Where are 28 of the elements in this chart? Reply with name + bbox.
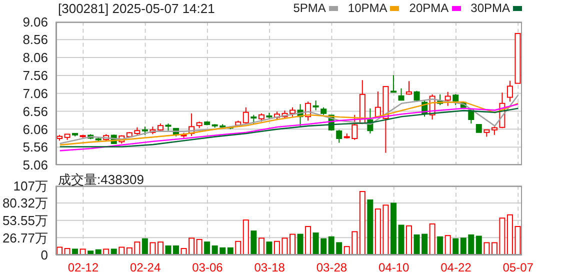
legend-label: 20PMA [409,1,449,15]
y-tick-label: 8.06 [22,50,48,66]
y-tick-label: 107万 [13,178,48,194]
y-tick-label: 5.56 [22,140,48,155]
y-tick-label: 0 [40,248,48,263]
legend-label: 5PMA [293,1,326,15]
y-tick-label: 6.56 [22,104,48,119]
chart-title: 成交量:438309 [58,171,144,189]
chart-title: [300281] 2025-05-07 14:21 [58,1,215,16]
y-tick-label: 26.77万 [2,230,48,246]
x-tick-label: 04-22 [440,260,472,275]
y-tick-label: 7.56 [22,68,48,84]
legend-label: 10PMA [348,1,388,15]
x-tick-label: 04-10 [378,260,410,275]
x-tick-label: 03-18 [254,260,286,275]
y-tick-label: 6.06 [22,122,48,137]
y-tick-label: 5.06 [22,158,48,173]
legend-label: 30PMA [470,1,510,15]
y-tick-label: 53.55万 [2,212,48,228]
y-tick-label: 80.32万 [2,196,48,211]
x-tick-label: 03-28 [316,260,348,275]
x-tick-label: 02-12 [68,260,99,275]
y-tick-label: 7.06 [22,86,48,101]
x-tick-label: 05-07 [502,260,534,275]
y-tick-label: 9.06 [22,14,48,30]
y-tick-label: 8.56 [22,32,48,48]
x-tick-label: 03-06 [192,260,224,275]
x-tick-label: 02-24 [130,260,161,275]
